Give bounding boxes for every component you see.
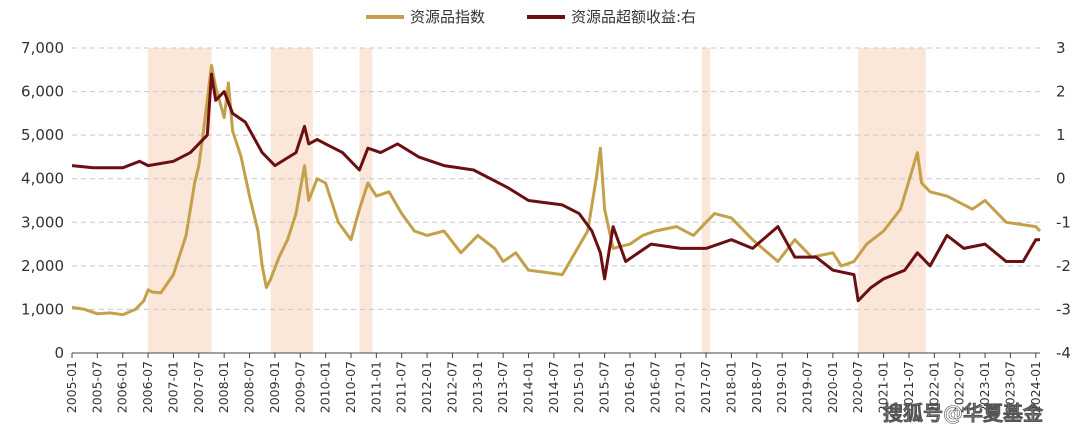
x-tick-label: 2014-07: [546, 361, 561, 413]
y-right-tick-label: 0: [1056, 170, 1066, 188]
x-tick-label: 2010-07: [343, 361, 358, 413]
x-tick-label: 2006-01: [115, 361, 130, 413]
shaded-period-1: [270, 48, 313, 353]
y-right-tick-label: 3: [1056, 39, 1066, 57]
y-right-tick-label: -3: [1056, 300, 1071, 318]
y-axis-right: -4 -3 -2 -1 0 1 2 3: [1056, 39, 1071, 362]
series-line-0: [71, 63, 1042, 317]
x-tick-label: 2018-01: [723, 361, 738, 413]
x-tick-label: 2005-01: [64, 361, 79, 413]
x-tick-label: 2007-07: [191, 361, 206, 413]
x-tick-label: 2020-01: [825, 361, 840, 413]
x-tick-label: 2023-07: [1002, 361, 1017, 413]
legend-label-excess-return: 资源品超额收益:右: [571, 8, 696, 26]
legend-label-resource-index: 资源品指数: [410, 8, 485, 26]
y-right-tick-label: 2: [1056, 83, 1066, 101]
x-tick-label: 2008-01: [216, 361, 231, 413]
x-tick-label: 2011-07: [394, 361, 409, 413]
y-left-tick-label: 6,000: [21, 83, 64, 101]
x-tick-label: 2016-01: [622, 361, 637, 413]
x-tick-label: 2020-07: [850, 361, 865, 413]
x-tick-label: 2012-07: [444, 361, 459, 413]
series-line-1: [71, 72, 1040, 303]
y-left-tick-label: 7,000: [21, 39, 64, 57]
x-tick-label: 2009-01: [267, 361, 282, 413]
x-tick-label: 2017-07: [698, 361, 713, 413]
x-tick-label: 2006-07: [140, 361, 155, 413]
watermark-text: 搜狐号@华夏基金: [883, 401, 1044, 425]
x-tick-label: 2008-07: [242, 361, 257, 413]
x-tick-label: 2005-07: [89, 361, 104, 413]
y-left-tick-label: 3,000: [21, 213, 64, 231]
x-tick-label: 2014-01: [521, 361, 536, 413]
y-left-tick-label: 1,000: [21, 300, 64, 318]
y-axis-left: 0 1,000 2,000 3,000 4,000 5,000 6,000 7,000: [21, 39, 64, 362]
x-tick-label: 2024-01: [1028, 361, 1043, 413]
shaded-period-4: [858, 48, 926, 353]
x-tick-label: 2009-07: [292, 361, 307, 413]
x-tick-label: 2022-01: [926, 361, 941, 413]
y-right-tick-label: -4: [1056, 344, 1071, 362]
x-tick-label: 2010-01: [318, 361, 333, 413]
shaded-period-3: [701, 48, 711, 353]
x-tick-label: 2023-01: [977, 361, 992, 413]
x-tick-label: 2015-07: [597, 361, 612, 413]
x-tick-label: 2012-01: [419, 361, 434, 413]
x-tick-label: 2007-01: [165, 361, 180, 413]
y-right-tick-label: -1: [1056, 213, 1071, 231]
shaded-periods: [148, 48, 926, 353]
x-tick-label: 2016-07: [647, 361, 662, 413]
x-tick-label: 2021-01: [876, 361, 891, 413]
x-tick-label: 2013-01: [470, 361, 485, 413]
shaded-period-2: [359, 48, 373, 353]
x-tick-label: 2018-07: [749, 361, 764, 413]
y-left-tick-label: 4,000: [21, 170, 64, 188]
y-right-tick-label: 1: [1056, 126, 1066, 144]
x-tick-label: 2017-01: [673, 361, 688, 413]
x-tick-label: 2013-07: [495, 361, 510, 413]
x-tick-label: 2015-01: [571, 361, 586, 413]
shaded-period-0: [148, 48, 212, 353]
y-left-tick-label: 0: [54, 344, 64, 362]
y-left-tick-label: 2,000: [21, 257, 64, 275]
y-right-tick-label: -2: [1056, 257, 1071, 275]
x-axis: 2005-01 2005-07 2006-01 2006-07 2007-01 2007-…: [64, 352, 1043, 413]
x-tick-label: 2022-07: [952, 361, 967, 413]
x-tick-label: 2021-07: [901, 361, 916, 413]
x-tick-label: 2019-01: [774, 361, 789, 413]
series-lines: [71, 63, 1042, 317]
legend: 资源品指数 资源品超额收益:右: [366, 8, 696, 26]
y-left-tick-label: 5,000: [21, 126, 64, 144]
x-tick-label: 2019-07: [800, 361, 815, 413]
x-tick-label: 2011-01: [368, 361, 383, 413]
